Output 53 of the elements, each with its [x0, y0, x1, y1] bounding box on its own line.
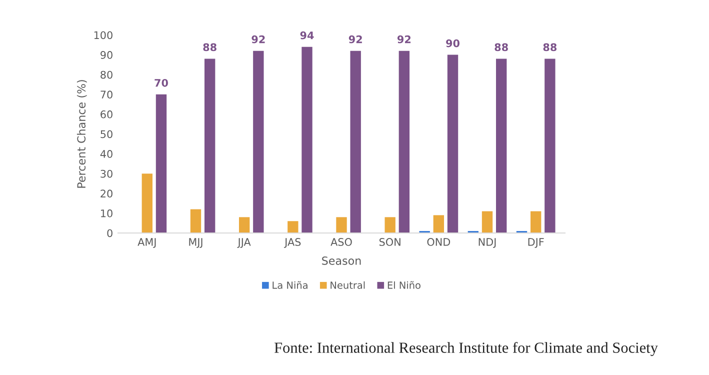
- bar: [142, 174, 152, 233]
- y-tick-label: 90: [100, 51, 112, 59]
- y-tick-label: 40: [100, 150, 112, 158]
- data-label: 94: [300, 31, 314, 40]
- y-tick-label: 100: [94, 31, 112, 40]
- bar: [336, 217, 347, 233]
- x-tick-label: OND: [427, 238, 450, 246]
- bar: [384, 217, 396, 233]
- y-tick-label: 20: [100, 190, 112, 198]
- bar: [302, 46, 312, 233]
- bar: [530, 211, 542, 233]
- y-tick-label: 0: [107, 229, 112, 238]
- bar: [238, 217, 250, 233]
- x-tick-label: JJA: [237, 238, 251, 248]
- y-tick-label: 60: [100, 110, 112, 118]
- y-tick-label: 30: [100, 170, 112, 178]
- bar: [544, 58, 556, 233]
- bar: [350, 50, 361, 233]
- bar: [447, 54, 458, 233]
- x-tick-label: NDJ: [478, 238, 496, 248]
- data-label: 92: [397, 35, 411, 44]
- bar: [253, 50, 264, 233]
- bar: [156, 94, 167, 233]
- x-tick-label: MJJ: [189, 238, 202, 248]
- data-label: 90: [446, 39, 460, 48]
- data-label: 92: [348, 35, 362, 44]
- x-tick-label: JAS: [284, 238, 301, 248]
- data-label: 88: [494, 43, 508, 52]
- x-tick-label: ASO: [330, 238, 352, 246]
- x-tick-label: DJF: [528, 238, 544, 248]
- y-tick-label: 50: [100, 130, 112, 138]
- source-note: Fonte: International Research Institute for Climate and Society: [274, 342, 658, 356]
- y-axis-title: Percent Chance (%): [76, 80, 87, 188]
- data-label: 88: [543, 43, 557, 52]
- legend-label: Neutral: [330, 281, 365, 289]
- x-tick-label: SON: [379, 238, 400, 246]
- y-tick-label: 70: [100, 90, 112, 99]
- bar: [433, 215, 444, 233]
- x-axis-title: Season: [322, 256, 361, 265]
- bar: [288, 221, 298, 233]
- bar: [496, 58, 507, 233]
- data-label: 88: [203, 43, 216, 52]
- y-tick-label: 10: [101, 209, 112, 218]
- x-tick-label: AMJ: [138, 238, 156, 248]
- bar: [398, 50, 410, 233]
- bar: [482, 211, 493, 233]
- data-label: 92: [252, 35, 265, 44]
- y-tick-label: 80: [100, 70, 112, 79]
- data-label: 70: [154, 78, 168, 87]
- legend-label: La Niña: [272, 281, 308, 289]
- bar: [190, 209, 202, 233]
- legend-label: El Niño: [388, 281, 420, 289]
- bar: [204, 58, 216, 233]
